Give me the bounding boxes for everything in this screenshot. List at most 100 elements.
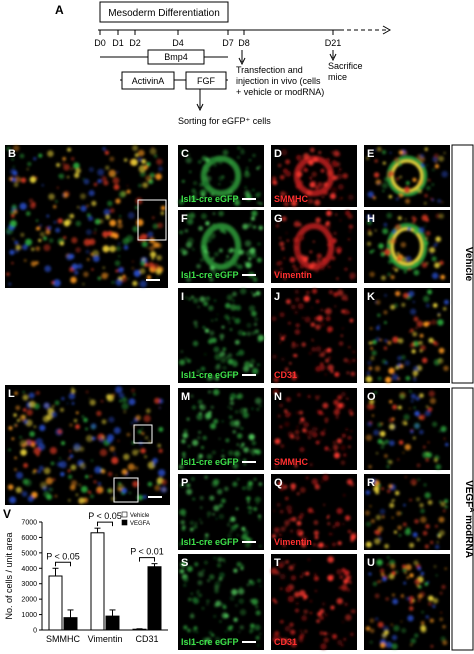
cell-signal [397, 355, 402, 361]
cell-signal [381, 182, 388, 189]
cell-signal [341, 309, 345, 314]
cell-signal [82, 178, 85, 181]
cell-signal [365, 434, 373, 441]
cell-signal [19, 435, 22, 439]
cell-signal [405, 256, 412, 262]
cell-signal [139, 268, 146, 275]
cell-signal [229, 415, 233, 419]
cell-signal [227, 406, 230, 408]
legend-label: VEGFA [130, 521, 150, 527]
cell-signal [19, 202, 27, 210]
cell-signal [104, 236, 107, 239]
cell-signal [374, 538, 381, 545]
cell-signal [258, 517, 262, 521]
cell-signal [204, 328, 210, 333]
cell-signal [377, 580, 380, 583]
cell-signal [236, 352, 239, 356]
cell-signal [231, 588, 238, 596]
cell-signal [217, 159, 223, 165]
step-text: Sacrifice [328, 61, 363, 71]
cell-signal [158, 166, 163, 172]
cell-signal [290, 641, 297, 648]
cell-signal [403, 186, 411, 194]
y-tick-label: 4000 [21, 566, 37, 573]
cell-signal [321, 195, 324, 199]
cell-signal [189, 212, 196, 219]
cell-signal [15, 244, 22, 251]
step-text: + vehicle or modRNA) [236, 87, 324, 97]
cell-signal [248, 158, 252, 162]
cell-signal [142, 494, 147, 499]
cell-signal [376, 146, 382, 152]
day-label: D4 [172, 38, 184, 48]
cell-signal [277, 163, 282, 168]
cell-signal [115, 474, 118, 477]
micrograph: R [364, 474, 450, 550]
cell-signal [230, 304, 237, 311]
cell-signal [56, 163, 61, 168]
cell-signal [305, 571, 310, 576]
cell-signal [296, 529, 302, 534]
cell-signal [213, 299, 217, 302]
cell-signal [421, 214, 429, 222]
cell-signal [181, 180, 185, 183]
cell-signal [368, 341, 372, 345]
cell-signal [370, 347, 373, 350]
cell-signal [290, 483, 297, 489]
cell-signal [297, 234, 305, 241]
cell-signal [207, 579, 210, 582]
panel-letter: U [367, 557, 375, 569]
cell-signal [319, 631, 324, 636]
cell-signal [152, 463, 156, 467]
cell-signal [325, 157, 331, 163]
cell-signal [197, 399, 203, 405]
cell-signal [408, 268, 411, 271]
cell-signal [212, 223, 215, 226]
cell-signal [404, 475, 407, 479]
cell-signal [333, 452, 341, 459]
cell-signal [115, 245, 121, 252]
cell-signal [253, 449, 258, 454]
cell-signal [229, 161, 233, 165]
cell-signal [212, 513, 215, 516]
cell-signal [370, 217, 374, 221]
cell-signal [119, 399, 122, 403]
cell-signal [12, 238, 15, 241]
cell-signal [413, 316, 419, 322]
cell-signal [342, 173, 348, 179]
cell-signal [326, 210, 332, 217]
cell-signal [402, 564, 407, 569]
cell-signal [37, 470, 41, 474]
cell-signal [375, 336, 380, 342]
cell-signal [73, 443, 81, 451]
cell-signal [434, 164, 440, 169]
stain-label: Isl1-cre eGFP [181, 457, 239, 467]
cell-signal [71, 480, 78, 487]
cell-signal [15, 486, 22, 494]
arrowhead [196, 103, 204, 112]
cell-signal [349, 575, 352, 578]
cell-signal [280, 526, 286, 532]
cell-signal [416, 537, 421, 542]
cell-signal [189, 170, 192, 173]
cell-signal [327, 242, 332, 247]
cell-signal [52, 478, 56, 482]
cell-signal [209, 574, 215, 580]
cell-signal [280, 149, 288, 156]
cell-signal [294, 297, 300, 303]
cell-signal [299, 575, 303, 579]
cell-signal [397, 377, 401, 381]
cell-signal [270, 567, 278, 575]
cell-signal [68, 392, 76, 400]
cell-signal [374, 365, 381, 372]
signal [365, 146, 448, 205]
cell-signal [258, 482, 263, 486]
cell-signal [307, 394, 311, 399]
cell-signal [109, 219, 117, 227]
cell-signal [279, 312, 285, 318]
cell-signal [422, 530, 428, 536]
cell-signal [443, 365, 449, 371]
cell-signal [204, 475, 208, 479]
cell-signal [438, 516, 445, 523]
cell-signal [73, 162, 80, 170]
